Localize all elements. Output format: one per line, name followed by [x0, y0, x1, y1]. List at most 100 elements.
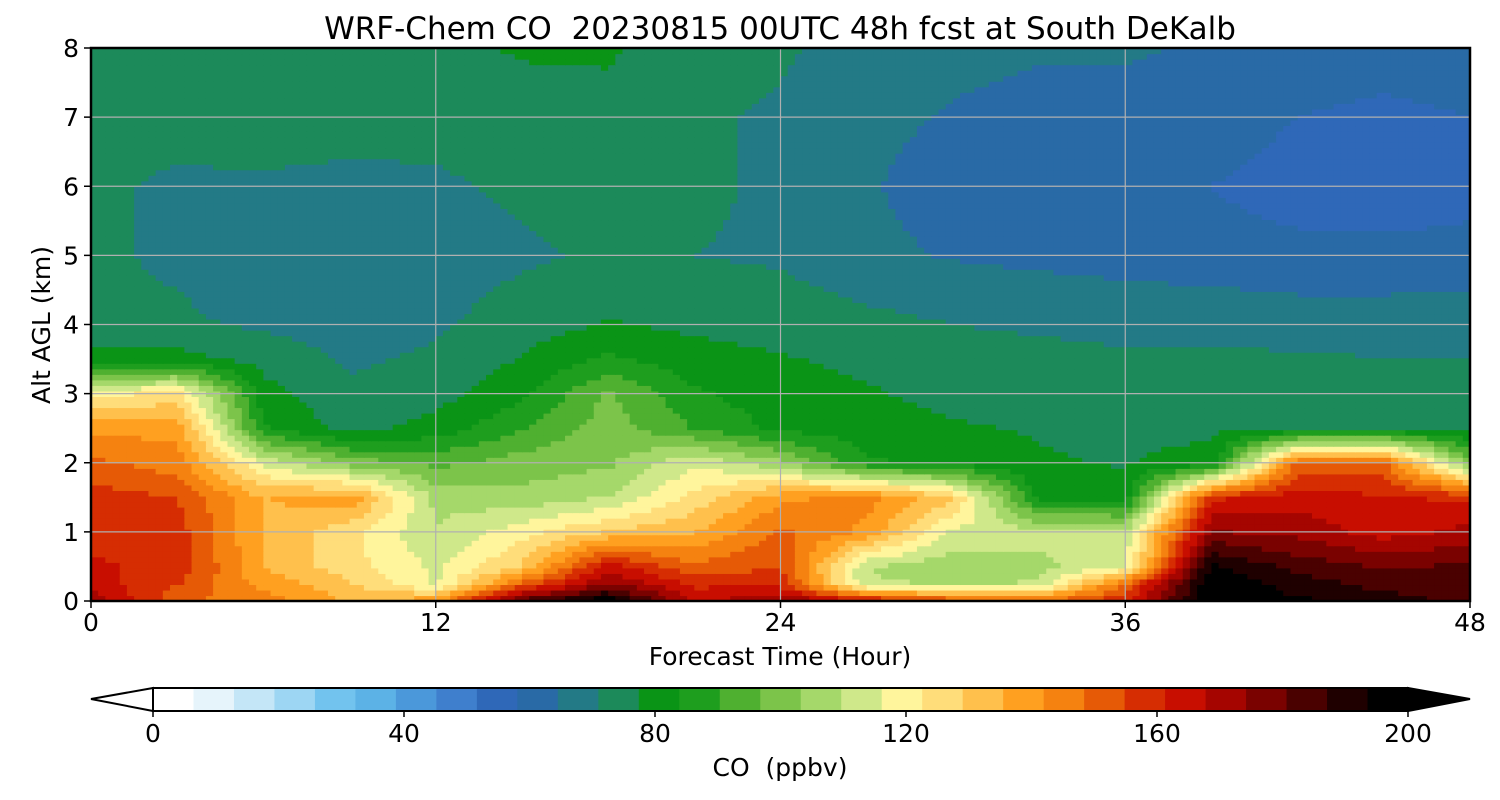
contour-cell: [1039, 589, 1047, 597]
contour-cell: [672, 545, 681, 552]
contour-cell: [1376, 468, 1385, 475]
contour-cell: [679, 534, 688, 541]
contour-cell: [529, 578, 537, 586]
contour-cell: [1110, 578, 1119, 586]
contour-cell: [952, 556, 961, 563]
contour-cell: [679, 495, 688, 503]
contour-cell: [572, 573, 580, 580]
contour-cell: [277, 473, 286, 480]
contour-cell: [737, 573, 746, 580]
contour-cell: [335, 479, 343, 486]
contour-cell: [1182, 534, 1191, 541]
contour-cell: [636, 567, 645, 574]
contour-cell: [873, 595, 882, 601]
contour-cell: [1419, 562, 1428, 569]
contour-cell: [644, 518, 652, 525]
contour-cell: [1261, 578, 1270, 586]
contour-cell: [543, 518, 552, 525]
contour-cell: [845, 479, 853, 486]
contour-cell: [622, 589, 631, 597]
contour-cell: [191, 479, 200, 486]
contour-cell: [1132, 595, 1141, 601]
contour-cell: [1074, 556, 1083, 563]
contour-cell: [241, 567, 250, 574]
contour-cell: [1419, 518, 1428, 525]
contour-cell: [500, 589, 509, 597]
contour-cell: [1319, 479, 1327, 486]
contour-cell: [191, 523, 200, 530]
contour-cell: [1182, 501, 1191, 508]
contour-cell: [1096, 518, 1105, 525]
contour-cell: [931, 523, 940, 530]
contour-cell: [119, 457, 128, 464]
contour-cell: [1010, 512, 1019, 519]
contour-cell: [909, 567, 918, 574]
contour-cell: [1369, 578, 1378, 586]
contour-cell: [629, 595, 638, 601]
contour-cell: [636, 545, 645, 552]
contour-cell: [773, 545, 782, 552]
contour-cell: [1211, 589, 1220, 597]
contour-cell: [478, 534, 487, 541]
contour-cell: [205, 473, 214, 480]
contour-cell: [342, 490, 351, 497]
contour-cell: [213, 556, 221, 563]
contour-cell: [191, 556, 200, 563]
contour-cell: [148, 595, 157, 601]
contour-cell: [888, 512, 897, 519]
contour-cell: [184, 562, 193, 569]
contour-cell: [1225, 545, 1234, 552]
contour-cell: [1053, 595, 1062, 601]
contour-cell: [1003, 484, 1011, 491]
contour-cell: [1261, 462, 1270, 469]
contour-cell: [557, 495, 566, 503]
contour-cell: [342, 589, 351, 597]
contour-cell: [1268, 589, 1277, 597]
contour-cell: [1139, 595, 1148, 601]
contour-cell: [1304, 462, 1313, 469]
contour-cell: [988, 512, 997, 519]
contour-cell: [1268, 490, 1277, 497]
contour-cell: [873, 490, 882, 497]
contour-cell: [162, 551, 171, 558]
contour-cell: [1441, 512, 1450, 519]
contour-cell: [270, 567, 279, 574]
contour-cell: [995, 457, 1004, 464]
contour-cell: [1168, 540, 1177, 547]
contour-cell: [1369, 518, 1378, 525]
contour-cell: [126, 551, 135, 558]
contour-cell: [852, 562, 861, 569]
contour-cell: [636, 501, 645, 508]
contour-cell: [1096, 490, 1105, 497]
contour-cell: [773, 462, 782, 469]
contour-cell: [1153, 545, 1162, 552]
contour-cell: [1153, 462, 1162, 469]
contour-cell: [1412, 551, 1421, 558]
contour-cell: [1412, 534, 1421, 541]
contour-cell: [1261, 479, 1270, 486]
contour-cell: [809, 589, 818, 597]
contour-cell: [1455, 490, 1464, 497]
contour-cell: [263, 490, 272, 497]
contour-cell: [974, 501, 983, 508]
contour-cell: [1218, 462, 1227, 469]
contour-cell: [830, 545, 839, 552]
contour-cell: [162, 567, 171, 574]
contour-cell: [1347, 457, 1356, 464]
contour-cell: [687, 578, 695, 586]
contour-cell: [550, 567, 559, 574]
contour-cell: [873, 512, 882, 519]
contour-cell: [543, 457, 552, 464]
contour-cell: [636, 512, 645, 519]
contour-cell: [1347, 540, 1356, 547]
contour-cell: [1297, 589, 1306, 597]
contour-cell: [471, 506, 480, 514]
contour-cell: [1347, 490, 1356, 497]
contour-cell: [952, 512, 961, 519]
contour-cell: [715, 562, 724, 569]
contour-cell: [557, 578, 566, 586]
contour-cell: [737, 495, 746, 503]
contour-cell: [392, 490, 401, 497]
contour-cell: [234, 595, 243, 601]
contour-cell: [995, 562, 1004, 569]
